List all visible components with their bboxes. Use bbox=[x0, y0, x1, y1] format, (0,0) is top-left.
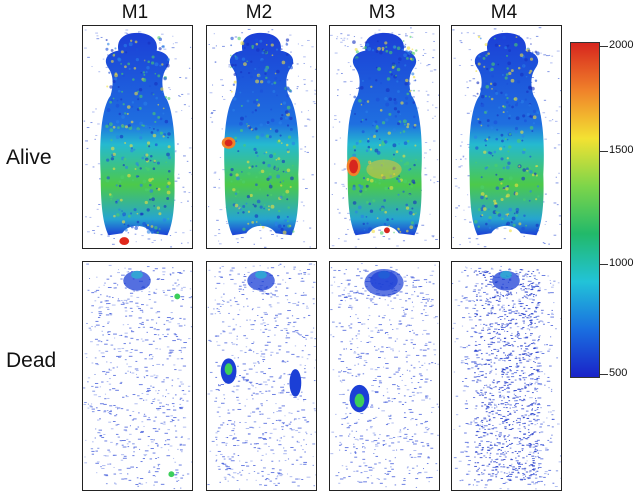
mouse-image-dead-m3 bbox=[330, 263, 439, 488]
image-alive-m1 bbox=[82, 25, 193, 249]
column-label-m1: M1 bbox=[121, 2, 149, 23]
image-dead-m4 bbox=[451, 261, 562, 491]
mouse-image-dead-m1 bbox=[83, 263, 192, 490]
colorbar-tick-2000 bbox=[600, 46, 608, 47]
column-label-m4: M4 bbox=[490, 2, 518, 23]
mouse-image-dead-m2 bbox=[207, 263, 316, 490]
image-alive-m2 bbox=[206, 25, 317, 249]
mouse-image-alive-m1 bbox=[83, 29, 192, 248]
colorbar-label-1500: 1500 bbox=[609, 144, 634, 156]
colorbar-label-1000: 1000 bbox=[609, 257, 634, 269]
mouse-image-alive-m2 bbox=[208, 28, 316, 248]
colorbar-tick-1500 bbox=[600, 151, 608, 152]
row-label-dead: Dead bbox=[6, 349, 57, 372]
image-dead-m3 bbox=[329, 261, 440, 491]
colorbar-label-2000: 2000 bbox=[609, 39, 634, 51]
row-label-alive: Alive bbox=[6, 146, 52, 169]
image-alive-m4 bbox=[451, 25, 562, 249]
colorbar-tick-500 bbox=[600, 374, 608, 375]
colorbar-tick-1000 bbox=[600, 264, 608, 265]
mouse-image-alive-m4 bbox=[452, 27, 561, 248]
mouse-image-alive-m3 bbox=[330, 27, 439, 248]
column-label-m3: M3 bbox=[368, 2, 396, 23]
colorbar bbox=[570, 42, 600, 378]
image-dead-m1 bbox=[82, 261, 193, 491]
column-label-m2: M2 bbox=[245, 2, 273, 23]
colorbar-label-500: 500 bbox=[609, 367, 628, 379]
mouse-image-dead-m4 bbox=[452, 265, 561, 490]
image-dead-m2 bbox=[206, 261, 317, 491]
image-alive-m3 bbox=[329, 25, 440, 249]
